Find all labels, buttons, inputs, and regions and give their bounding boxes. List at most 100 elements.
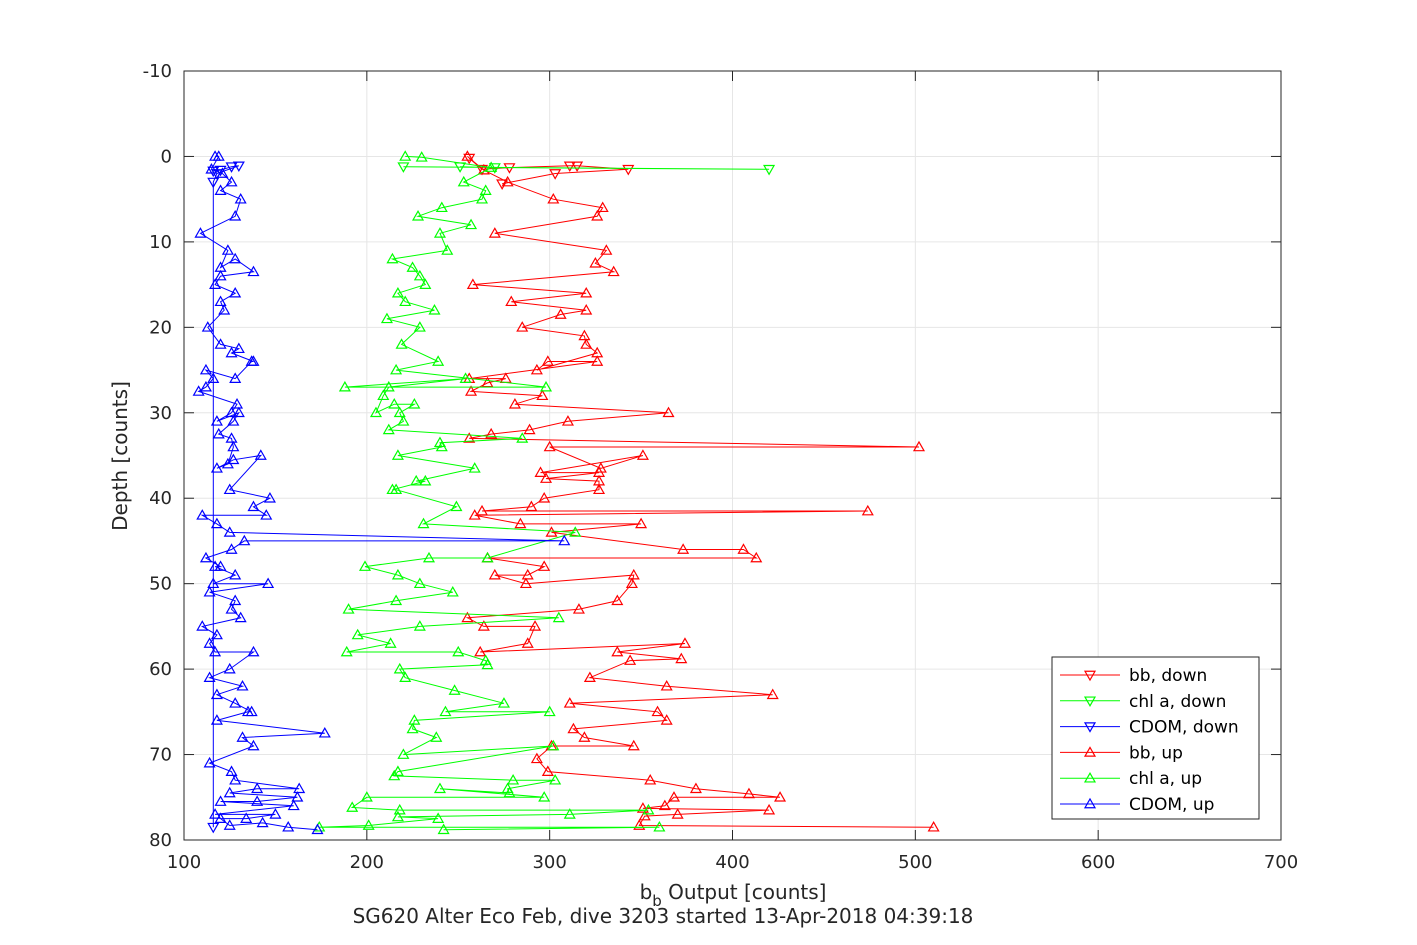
data-point-marker bbox=[530, 363, 543, 375]
x-tick-label: 600 bbox=[1081, 852, 1115, 873]
data-point-marker bbox=[399, 295, 412, 307]
data-point-marker bbox=[525, 500, 538, 512]
data-point-marker bbox=[516, 321, 529, 332]
data-point-marker bbox=[536, 389, 549, 401]
data-point-marker bbox=[221, 244, 234, 255]
y-tick-label: 30 bbox=[149, 403, 172, 424]
data-point-marker bbox=[571, 161, 584, 173]
data-point-marker bbox=[393, 662, 406, 674]
legend-label-4: chl a, up bbox=[1129, 769, 1202, 789]
data-point-marker bbox=[223, 819, 236, 830]
data-point-marker bbox=[225, 175, 238, 187]
data-point-marker bbox=[766, 688, 779, 700]
data-point-marker bbox=[465, 218, 478, 230]
data-point-marker bbox=[561, 415, 574, 426]
data-point-marker bbox=[596, 201, 609, 213]
data-point-marker bbox=[633, 819, 646, 830]
data-point-marker bbox=[459, 372, 472, 383]
data-point-marker bbox=[408, 398, 421, 409]
data-point-marker bbox=[232, 406, 245, 418]
data-point-marker bbox=[263, 492, 276, 503]
data-point-marker bbox=[521, 637, 534, 648]
data-point-marker bbox=[269, 808, 282, 819]
data-point-marker bbox=[214, 560, 227, 571]
data-point-marker bbox=[658, 799, 671, 811]
data-point-marker bbox=[196, 509, 209, 520]
data-point-marker bbox=[227, 453, 240, 465]
data-point-marker bbox=[397, 162, 410, 173]
data-point-marker bbox=[580, 286, 593, 298]
data-point-marker bbox=[207, 177, 220, 189]
data-point-marker bbox=[742, 787, 755, 799]
data-point-marker bbox=[247, 739, 260, 751]
data-point-marker bbox=[413, 269, 426, 281]
data-point-marker bbox=[580, 338, 593, 349]
data-point-marker bbox=[386, 483, 399, 495]
legend-label-3: bb, up bbox=[1129, 743, 1183, 763]
data-point-marker bbox=[236, 679, 249, 691]
data-point-marker bbox=[393, 803, 406, 815]
data-point-marker bbox=[477, 163, 490, 175]
data-point-marker bbox=[737, 543, 750, 554]
data-point-marker bbox=[225, 603, 238, 614]
data-point-marker bbox=[774, 791, 787, 802]
legend-marker-2 bbox=[1083, 722, 1097, 733]
data-point-marker bbox=[223, 662, 236, 674]
data-point-marker bbox=[538, 492, 551, 503]
data-point-marker bbox=[340, 645, 353, 657]
data-point-marker bbox=[861, 504, 874, 516]
x-axis-title-main: b bbox=[640, 880, 653, 904]
data-point-marker bbox=[196, 620, 209, 631]
data-point-marker bbox=[541, 355, 554, 366]
data-point-marker bbox=[238, 534, 251, 546]
y-tick-label: 70 bbox=[149, 745, 172, 766]
data-point-marker bbox=[247, 500, 260, 512]
legend-marker-5 bbox=[1083, 797, 1097, 809]
data-point-marker bbox=[234, 192, 247, 204]
data-point-marker bbox=[216, 167, 229, 178]
data-point-marker bbox=[545, 526, 558, 537]
data-point-marker bbox=[256, 816, 269, 828]
data-point-marker bbox=[399, 671, 412, 683]
legend-marker-1 bbox=[1083, 696, 1097, 708]
data-point-marker bbox=[346, 801, 359, 812]
data-point-marker bbox=[210, 688, 223, 700]
x-axis-title-subscript: b bbox=[652, 892, 662, 910]
data-point-marker bbox=[530, 752, 543, 764]
data-point-marker bbox=[508, 398, 521, 409]
series-line bbox=[197, 155, 565, 831]
data-point-marker bbox=[465, 385, 478, 396]
x-tick-label: 500 bbox=[898, 852, 932, 873]
data-point-marker bbox=[591, 210, 604, 221]
data-point-marker bbox=[209, 645, 222, 657]
data-point-marker bbox=[554, 308, 567, 319]
data-point-marker bbox=[247, 355, 260, 366]
data-point-marker bbox=[225, 162, 238, 173]
series-2 bbox=[207, 161, 245, 834]
data-point-marker bbox=[558, 534, 571, 546]
data-point-marker bbox=[589, 257, 602, 268]
data-point-marker bbox=[507, 773, 520, 785]
data-point-marker bbox=[318, 726, 331, 738]
data-point-marker bbox=[397, 415, 410, 426]
data-point-marker bbox=[675, 652, 688, 664]
data-point-marker bbox=[611, 645, 624, 657]
legend-box bbox=[1051, 656, 1260, 820]
data-point-marker bbox=[439, 705, 452, 717]
data-point-marker bbox=[369, 406, 383, 418]
data-point-marker bbox=[461, 150, 474, 161]
data-point-marker bbox=[417, 517, 430, 529]
legend-marker-4 bbox=[1083, 771, 1097, 783]
data-point-marker bbox=[580, 304, 593, 315]
data-point-marker bbox=[240, 812, 253, 823]
data-point-marker bbox=[660, 679, 673, 691]
data-point-marker bbox=[636, 449, 649, 460]
data-point-marker bbox=[549, 773, 562, 785]
data-point-marker bbox=[437, 823, 450, 835]
y-tick-label: 20 bbox=[149, 317, 172, 338]
data-point-marker bbox=[475, 504, 489, 516]
data-point-marker bbox=[475, 164, 489, 176]
data-point-marker bbox=[461, 611, 474, 623]
series-line bbox=[465, 156, 934, 828]
data-point-marker bbox=[627, 568, 640, 580]
